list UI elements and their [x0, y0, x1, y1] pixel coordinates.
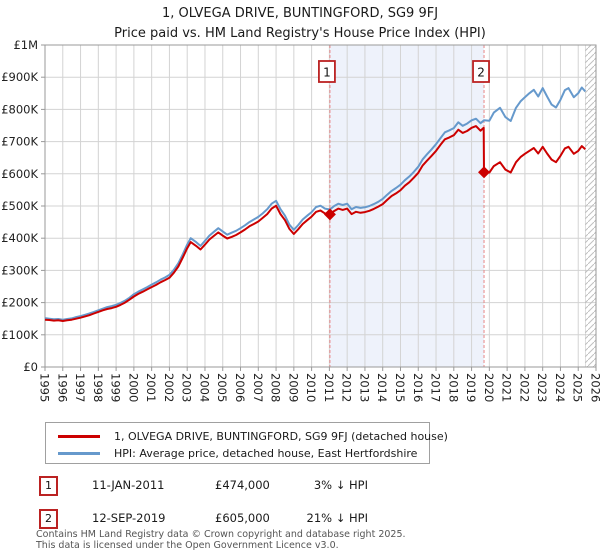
license-note: Contains HM Land Registry data © Crown c…	[36, 529, 406, 551]
svg-text:2009: 2009	[286, 373, 300, 402]
sale-1-hpi-delta: 3% ↓ HPI	[313, 478, 368, 492]
svg-text:£400K: £400K	[1, 231, 38, 245]
legend-label: HPI: Average price, detached house, East…	[114, 447, 418, 460]
property-price-line	[44, 125, 586, 322]
svg-text:2005: 2005	[215, 373, 229, 402]
svg-text:2021: 2021	[500, 373, 514, 402]
sale-2-hpi-delta: 21% ↓ HPI	[306, 511, 368, 525]
svg-text:£1M: £1M	[13, 38, 38, 52]
svg-text:1996: 1996	[55, 373, 69, 402]
sale-row-1: 1 11-JAN-2011 £474,000 3% ↓ HPI	[0, 476, 600, 496]
sale-1-number-box: 1	[39, 476, 58, 496]
svg-text:£0: £0	[23, 360, 38, 374]
svg-text:£300K: £300K	[1, 263, 38, 277]
svg-text:1999: 1999	[109, 373, 123, 402]
svg-text:2013: 2013	[357, 373, 371, 402]
sale-1-flag-number: 1	[323, 66, 331, 80]
license-line-2: This data is licensed under the Open Gov…	[36, 540, 339, 551]
hpi-line-swatch	[58, 452, 100, 455]
sale-1-marker	[323, 208, 336, 221]
svg-text:1998: 1998	[91, 373, 105, 402]
svg-text:2015: 2015	[393, 373, 407, 402]
svg-text:2016: 2016	[411, 373, 425, 402]
x-axis-labels: 1995 1996 1997 1998 1999 2000 2001 2002 2003 2004…	[38, 373, 600, 402]
svg-text:£600K: £600K	[1, 167, 38, 181]
legend-item-property: 1, OLVEGA DRIVE, BUNTINGFORD, SG9 9FJ (d…	[54, 428, 448, 445]
license-line-1: Contains HM Land Registry data © Crown c…	[36, 529, 406, 540]
svg-text:2024: 2024	[553, 373, 567, 402]
chart-legend: 1, OLVEGA DRIVE, BUNTINGFORD, SG9 9FJ (d…	[45, 422, 448, 464]
svg-text:1997: 1997	[73, 373, 87, 402]
sale-1-date: 11-JAN-2011	[92, 478, 165, 492]
sale-2-price: £605,000	[215, 511, 270, 525]
svg-text:2011: 2011	[322, 373, 336, 402]
y-axis-labels: £0 £100K £200K £300K £400K £500K £600K £700K £80…	[1, 38, 38, 374]
sale-2-flag-number: 2	[477, 66, 485, 80]
page-title: 1, OLVEGA DRIVE, BUNTINGFORD, SG9 9FJ	[161, 6, 439, 21]
svg-text:2010: 2010	[304, 373, 318, 402]
svg-text:£800K: £800K	[1, 102, 38, 116]
svg-text:£200K: £200K	[1, 296, 38, 310]
svg-text:2025: 2025	[571, 373, 585, 402]
sale-row-2: 2 12-SEP-2019 £605,000 21% ↓ HPI	[0, 509, 600, 529]
svg-text:2007: 2007	[251, 373, 265, 402]
svg-text:2019: 2019	[464, 373, 478, 402]
svg-text:£100K: £100K	[1, 328, 38, 342]
svg-text:2002: 2002	[162, 373, 176, 402]
price-history-chart: £0 £100K £200K £300K £400K £500K £600K £700K £80…	[1, 38, 600, 402]
legend-label: 1, OLVEGA DRIVE, BUNTINGFORD, SG9 9FJ (d…	[114, 430, 448, 443]
svg-text:2018: 2018	[446, 373, 460, 402]
sale-1-flag-box	[318, 60, 336, 83]
hpi-line	[44, 86, 587, 321]
svg-text:£900K: £900K	[1, 70, 38, 84]
svg-text:2020: 2020	[482, 373, 496, 402]
svg-text:2026: 2026	[589, 373, 600, 402]
svg-text:2000: 2000	[126, 373, 140, 402]
svg-text:2008: 2008	[269, 373, 283, 402]
svg-text:£700K: £700K	[1, 135, 38, 149]
sale-2-number-box: 2	[39, 509, 58, 529]
future-hatch-region	[585, 44, 597, 368]
svg-text:£500K: £500K	[1, 199, 38, 213]
svg-text:2012: 2012	[340, 373, 354, 402]
svg-text:2014: 2014	[375, 373, 389, 402]
svg-text:1995: 1995	[38, 373, 52, 402]
sale-2-flag-box	[472, 60, 490, 83]
sale-2-marker	[478, 166, 491, 179]
svg-text:2023: 2023	[535, 373, 549, 402]
svg-text:2001: 2001	[144, 373, 158, 402]
svg-text:2004: 2004	[197, 373, 211, 402]
sale-1-price: £474,000	[215, 478, 270, 492]
axis-ticks	[41, 44, 597, 371]
page-subtitle: Price paid vs. HM Land Registry's House …	[114, 26, 486, 41]
sale-2-date: 12-SEP-2019	[92, 511, 166, 525]
svg-text:2003: 2003	[180, 373, 194, 402]
property-line-swatch	[58, 435, 100, 438]
svg-text:2017: 2017	[429, 373, 443, 402]
svg-text:2006: 2006	[233, 373, 247, 402]
svg-text:2022: 2022	[517, 373, 531, 402]
legend-item-hpi: HPI: Average price, detached house, East…	[54, 445, 429, 462]
